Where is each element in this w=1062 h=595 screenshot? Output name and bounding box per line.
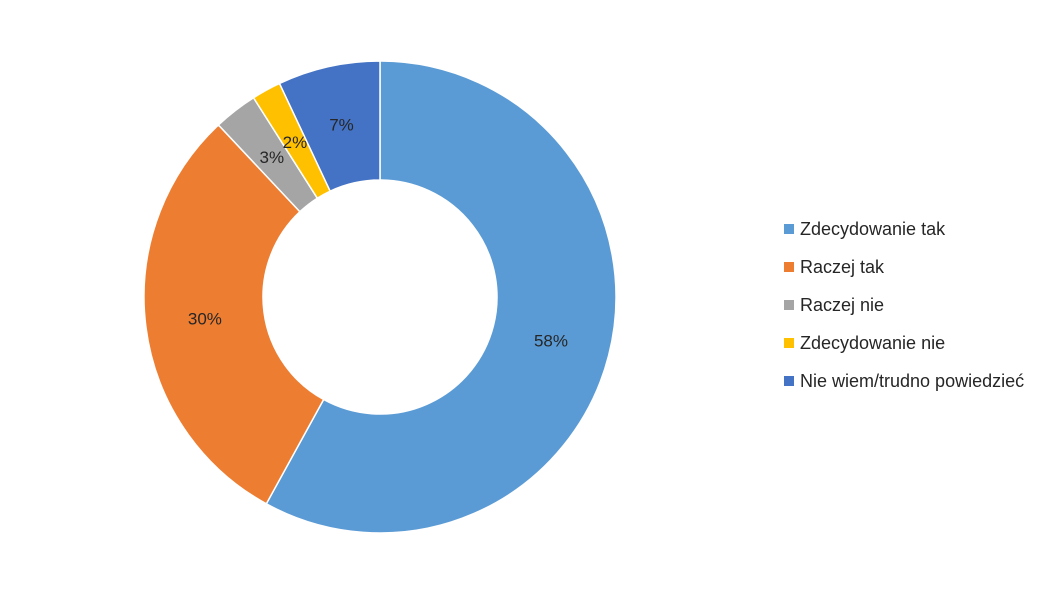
legend-item-zdecydowanie-tak: Zdecydowanie tak bbox=[784, 210, 1054, 248]
legend-label: Zdecydowanie nie bbox=[800, 332, 946, 353]
slice-zdecydowanie-tak bbox=[265, 60, 617, 534]
legend: Zdecydowanie tak Raczej tak Raczej nie Zdec… bbox=[784, 210, 1054, 400]
data-label-nie-wiem: 7% bbox=[329, 115, 354, 134]
legend-swatch bbox=[784, 338, 794, 348]
legend-item-raczej-nie: Raczej nie bbox=[784, 286, 1054, 324]
legend-label: Nie wiem/trudno powiedzieć bbox=[800, 370, 1025, 391]
legend-label: Zdecydowanie tak bbox=[800, 218, 946, 239]
legend-item-nie-wiem: Nie wiem/trudno powiedzieć bbox=[784, 362, 1054, 400]
legend-label: Raczej tak bbox=[800, 256, 885, 277]
slice-raczej-tak bbox=[143, 123, 325, 505]
legend-swatch bbox=[784, 300, 794, 310]
legend-swatch bbox=[784, 224, 794, 234]
slice-nie-wiem bbox=[278, 60, 381, 193]
legend-item-raczej-tak: Raczej tak bbox=[784, 248, 1054, 286]
data-label-zdecydowanie-nie: 2% bbox=[283, 133, 308, 152]
data-label-raczej-nie: 3% bbox=[260, 148, 285, 167]
legend-item-zdecydowanie-nie: Zdecydowanie nie bbox=[784, 324, 1054, 362]
data-label-raczej-tak: 30% bbox=[188, 310, 222, 329]
legend-label: Raczej nie bbox=[800, 294, 885, 315]
legend-swatch bbox=[784, 262, 794, 272]
legend-swatch bbox=[784, 376, 794, 386]
data-label-zdecydowanie-tak: 58% bbox=[534, 331, 568, 350]
